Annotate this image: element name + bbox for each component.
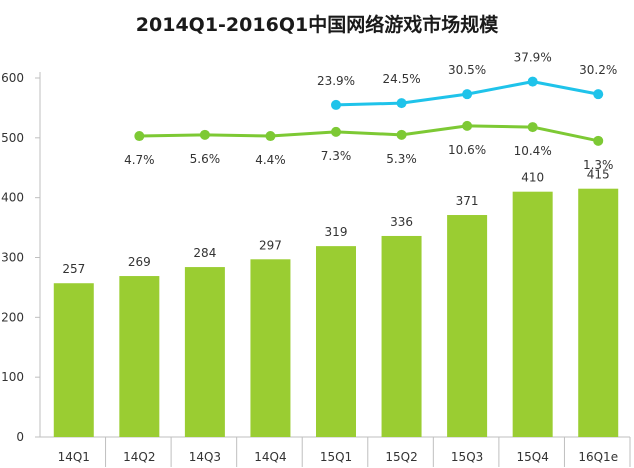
line-marker (331, 99, 341, 110)
line-marker (462, 120, 473, 131)
y-tick-label: 600 (1, 71, 24, 85)
line-marker (396, 129, 407, 140)
line-marker (396, 98, 407, 109)
bar (512, 191, 553, 437)
bar (578, 188, 619, 437)
line-marker (527, 122, 538, 133)
line-value-label: 10.4% (514, 144, 552, 158)
line-value-label: 1.3% (583, 158, 614, 172)
x-tick-label: 15Q1 (320, 450, 352, 464)
line-marker (593, 135, 604, 146)
line-value-label: 7.3% (321, 149, 352, 163)
bar-value-label: 257 (62, 262, 85, 276)
bar-value-label: 269 (128, 255, 151, 269)
line-marker (265, 131, 276, 142)
line-marker (134, 131, 145, 142)
bar-value-label: 297 (259, 238, 282, 252)
line-value-label: 5.3% (386, 152, 417, 166)
y-tick-label: 400 (1, 191, 24, 205)
chart-title: 2014Q1-2016Q1中国网络游戏市场规模 (135, 14, 499, 36)
y-tick-label: 0 (16, 430, 24, 444)
bar (250, 259, 291, 437)
line-value-label: 4.7% (124, 153, 155, 167)
bar (184, 267, 225, 437)
x-tick-label: 15Q2 (385, 450, 417, 464)
line-value-label: 30.5% (448, 63, 486, 77)
bar-value-label: 371 (456, 194, 479, 208)
line-value-label: 4.4% (255, 153, 286, 167)
bar-value-label: 410 (521, 171, 544, 185)
x-tick-label: 16Q1e (578, 450, 618, 464)
bar-value-label: 415 (587, 168, 610, 182)
bar-value-label: 284 (193, 246, 216, 260)
line-marker (527, 76, 538, 87)
bar-value-label: 319 (325, 225, 348, 239)
line-marker (593, 89, 604, 100)
x-tick-label: 14Q2 (123, 450, 155, 464)
y-tick-label: 300 (1, 251, 24, 265)
y-tick-label: 200 (1, 310, 24, 324)
x-tick-label: 14Q4 (254, 450, 286, 464)
bar (119, 276, 160, 437)
bar (53, 283, 94, 437)
y-tick-label: 100 (1, 370, 24, 384)
line-value-label: 30.2% (579, 63, 617, 77)
line-value-label: 10.6% (448, 143, 486, 157)
growth-line-green (139, 124, 599, 143)
x-tick-label: 14Q1 (58, 450, 90, 464)
bar (316, 246, 356, 437)
line-value-label: 23.9% (317, 74, 355, 88)
bar (447, 215, 488, 437)
bar (381, 235, 422, 437)
bar-value-label: 336 (390, 215, 413, 229)
line-marker (462, 89, 473, 100)
line-value-label: 24.5% (382, 72, 420, 86)
x-tick-label: 14Q3 (189, 450, 221, 464)
x-tick-label: 15Q4 (516, 450, 548, 464)
line-value-label: 37.9% (514, 51, 552, 65)
line-marker (199, 129, 210, 140)
line-value-label: 5.6% (190, 152, 221, 166)
x-tick-label: 15Q3 (451, 450, 483, 464)
y-tick-label: 500 (1, 131, 24, 145)
line-marker (331, 126, 341, 137)
